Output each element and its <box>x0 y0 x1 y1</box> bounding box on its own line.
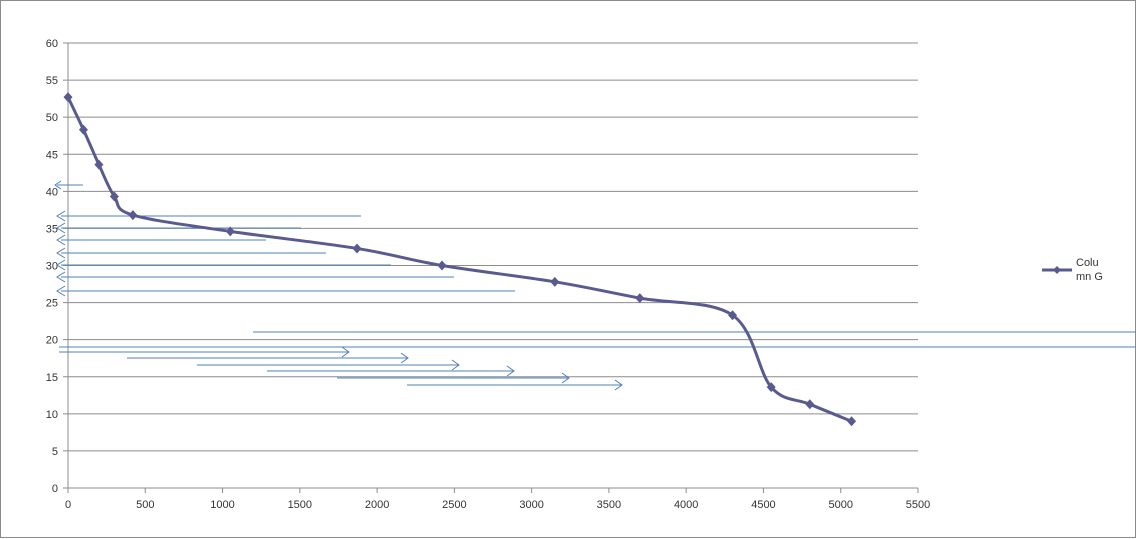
left-arrow-annotation <box>56 222 301 234</box>
right-arrow-annotation <box>127 352 409 364</box>
data-point-marker <box>766 382 776 393</box>
x-tick-label: 5000 <box>828 499 852 511</box>
x-tick-label: 1000 <box>210 499 234 511</box>
y-tick-label: 50 <box>46 112 58 124</box>
y-axis-tick-labels: 0 5 10 15 20 25 30 35 40 45 50 55 60 <box>46 38 58 495</box>
x-tick-label: 5500 <box>906 499 930 511</box>
y-tick-label: 20 <box>46 335 58 347</box>
data-point-marker <box>550 276 560 287</box>
series-line <box>66 96 853 423</box>
data-point-marker <box>225 226 235 237</box>
y-tick-label: 45 <box>46 149 58 161</box>
data-point-marker <box>128 210 138 221</box>
data-point-marker <box>78 124 88 135</box>
y-tick-label: 35 <box>46 223 58 235</box>
data-point-marker <box>805 399 815 410</box>
data-point-marker <box>437 260 447 271</box>
x-tick-label: 3500 <box>597 499 621 511</box>
data-point-marker <box>635 293 645 304</box>
y-tick-label: 5 <box>52 446 58 458</box>
series-column-g <box>63 92 857 427</box>
right-arrow-annotation <box>59 346 350 358</box>
y-tick-label: 15 <box>46 372 58 384</box>
data-point-marker <box>63 92 73 103</box>
y-tick-label: 0 <box>52 483 58 495</box>
left-arrow-annotation <box>56 271 454 283</box>
left-arrow-annotation <box>56 247 326 259</box>
legend-marker-diamond-icon <box>1053 266 1061 274</box>
y-tick-label: 55 <box>46 75 58 87</box>
legend-label-line2: mn G <box>1076 271 1103 283</box>
y-tick-label: 10 <box>46 409 58 421</box>
x-tick-label: 2000 <box>365 499 389 511</box>
left-arrow-annotation <box>56 210 361 222</box>
gridlines <box>63 42 919 493</box>
x-tick-label: 4000 <box>674 499 698 511</box>
x-tick-label: 4500 <box>751 499 775 511</box>
x-tick-label: 3000 <box>519 499 543 511</box>
right-arrow-annotation <box>197 359 460 371</box>
left-arrow-annotation <box>56 234 266 246</box>
left-arrow-annotation <box>54 180 83 190</box>
x-tick-label: 1500 <box>288 499 312 511</box>
y-tick-label: 30 <box>46 261 58 273</box>
right-arrow-annotation <box>267 365 515 377</box>
legend-label-line1: Colu <box>1076 257 1099 269</box>
x-tick-label: 500 <box>136 499 154 511</box>
y-tick-label: 40 <box>46 186 58 198</box>
data-point-marker <box>109 191 119 202</box>
y-tick-label: 60 <box>46 38 58 50</box>
data-point-marker <box>352 243 362 254</box>
right-arrow-annotation <box>337 372 570 384</box>
left-arrow-annotation <box>56 259 391 271</box>
x-tick-label: 2500 <box>442 499 466 511</box>
left-arrow-annotation <box>56 285 515 297</box>
data-point-marker <box>847 416 857 427</box>
annotation-lines <box>54 180 1136 391</box>
data-point-marker <box>94 159 104 170</box>
x-tick-label: 0 <box>65 499 71 511</box>
right-arrow-annotation <box>407 379 623 391</box>
legend: Colu mn G <box>1042 257 1103 283</box>
x-axis-tick-labels: 0 500 1000 1500 2000 2500 3000 3500 4000 4500 5000… <box>65 499 930 511</box>
data-point-marker <box>728 310 738 321</box>
y-tick-label: 25 <box>46 298 58 310</box>
